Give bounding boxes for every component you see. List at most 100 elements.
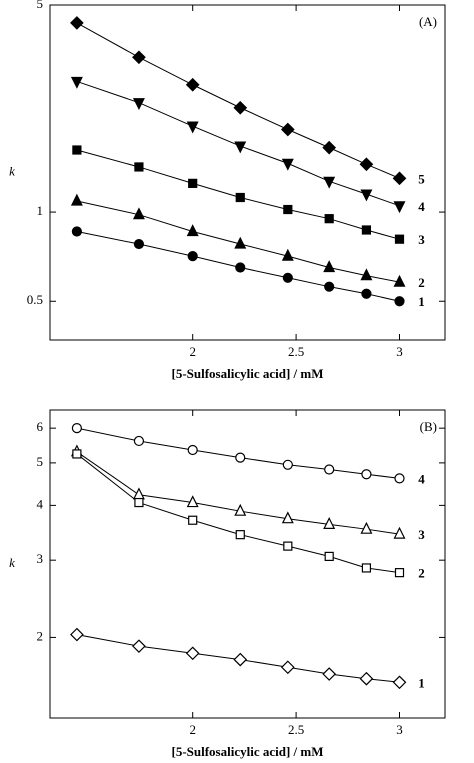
marker bbox=[360, 268, 373, 281]
marker bbox=[323, 176, 336, 189]
x-tick-label: 3 bbox=[396, 344, 403, 359]
marker bbox=[394, 234, 405, 244]
x-axis-label: [5-Sulfosalicylic acid] / mM bbox=[171, 366, 323, 381]
marker bbox=[185, 77, 200, 92]
series-label: 2 bbox=[418, 566, 425, 581]
marker bbox=[360, 521, 373, 534]
marker bbox=[233, 100, 248, 115]
marker bbox=[324, 551, 334, 562]
marker bbox=[361, 288, 372, 299]
marker bbox=[234, 503, 247, 516]
series-label: 3 bbox=[418, 527, 425, 542]
marker bbox=[322, 140, 337, 155]
series-line bbox=[76, 453, 400, 574]
marker bbox=[392, 675, 407, 690]
marker bbox=[72, 449, 82, 459]
marker bbox=[185, 646, 200, 661]
y-tick-label: 5 bbox=[37, 0, 44, 11]
marker bbox=[283, 204, 293, 215]
series-line bbox=[76, 427, 400, 479]
y-tick-label: 6 bbox=[37, 419, 44, 434]
marker bbox=[235, 262, 246, 273]
marker bbox=[323, 517, 336, 529]
marker bbox=[132, 639, 146, 654]
marker bbox=[282, 272, 293, 283]
marker bbox=[132, 98, 145, 111]
marker bbox=[323, 260, 336, 273]
marker bbox=[361, 225, 372, 235]
marker bbox=[280, 660, 295, 675]
panel-label: (A) bbox=[419, 14, 437, 29]
x-tick-label: 2 bbox=[189, 722, 196, 737]
marker bbox=[235, 452, 246, 463]
series-label: 2 bbox=[418, 275, 425, 290]
series-line bbox=[76, 80, 400, 207]
x-axis-label: [5-Sulfosalicylic acid] / mM bbox=[171, 744, 323, 759]
marker bbox=[282, 459, 293, 470]
y-axis-label: k bbox=[9, 555, 15, 570]
marker bbox=[235, 530, 245, 540]
series-label: 5 bbox=[418, 171, 425, 186]
marker bbox=[392, 171, 407, 186]
marker bbox=[70, 627, 84, 642]
marker bbox=[132, 50, 146, 65]
x-tick-label: 2.5 bbox=[288, 722, 304, 737]
marker bbox=[394, 568, 405, 578]
marker bbox=[132, 487, 145, 500]
marker bbox=[324, 464, 335, 475]
marker bbox=[394, 296, 405, 307]
series-label: 1 bbox=[418, 675, 425, 690]
y-axis-label: k bbox=[9, 163, 15, 178]
y-tick-label: 4 bbox=[37, 496, 44, 511]
marker bbox=[188, 178, 198, 188]
marker bbox=[324, 214, 334, 224]
marker bbox=[70, 16, 84, 30]
marker bbox=[133, 435, 145, 447]
marker bbox=[132, 207, 145, 220]
marker bbox=[283, 541, 293, 551]
marker bbox=[360, 189, 373, 202]
marker bbox=[186, 495, 199, 508]
series-line bbox=[76, 200, 400, 283]
marker bbox=[359, 157, 374, 172]
marker bbox=[134, 162, 144, 172]
marker bbox=[234, 141, 247, 154]
marker bbox=[393, 201, 406, 214]
series-label: 4 bbox=[418, 199, 425, 214]
marker bbox=[71, 226, 82, 237]
series-label: 3 bbox=[418, 232, 425, 247]
x-tick-label: 3 bbox=[396, 722, 403, 737]
y-tick-label: 0.5 bbox=[27, 292, 43, 307]
series-label: 4 bbox=[418, 471, 425, 486]
marker bbox=[235, 192, 245, 203]
marker bbox=[233, 652, 248, 667]
marker bbox=[186, 121, 199, 134]
marker bbox=[70, 76, 83, 89]
y-tick-label: 2 bbox=[37, 628, 44, 643]
marker bbox=[393, 274, 406, 287]
marker bbox=[187, 251, 198, 262]
marker bbox=[394, 473, 405, 484]
marker bbox=[361, 469, 372, 480]
y-tick-label: 3 bbox=[37, 551, 44, 566]
x-tick-label: 2 bbox=[189, 344, 196, 359]
marker bbox=[133, 238, 145, 250]
marker bbox=[281, 248, 294, 261]
marker bbox=[359, 671, 374, 686]
marker bbox=[72, 145, 82, 155]
marker bbox=[322, 667, 337, 681]
marker bbox=[361, 563, 372, 573]
marker bbox=[70, 193, 83, 206]
marker bbox=[188, 515, 198, 525]
marker bbox=[324, 281, 335, 292]
series-line bbox=[76, 451, 400, 535]
series-line bbox=[76, 230, 400, 302]
marker bbox=[393, 526, 406, 539]
x-tick-label: 2.5 bbox=[288, 344, 304, 359]
plot-frame bbox=[49, 409, 446, 719]
marker bbox=[280, 122, 295, 137]
marker bbox=[186, 224, 199, 237]
series-line bbox=[76, 22, 400, 179]
marker bbox=[187, 444, 198, 456]
